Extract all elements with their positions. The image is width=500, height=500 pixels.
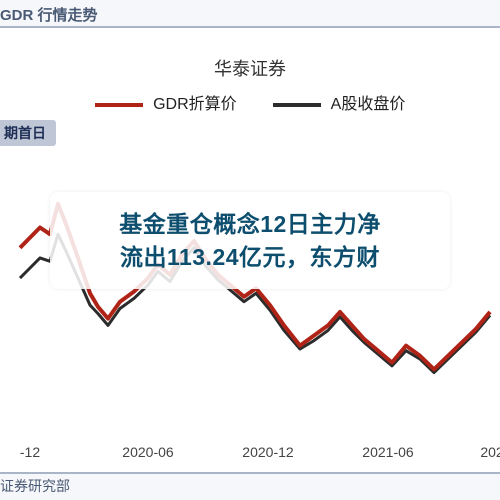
header-bar: GDR 行情走势 — [0, 0, 500, 28]
chart-title: 华泰证券 — [0, 55, 500, 81]
legend-swatch-b — [273, 103, 321, 107]
x-tick-label: 2020-06 — [122, 444, 173, 460]
overlay-text: 基金重仓概念12日主力净 流出113.24亿元，东方财 — [68, 208, 432, 273]
legend: GDR折算价 A股收盘价 — [0, 90, 500, 114]
legend-item-a: GDR折算价 — [95, 90, 237, 114]
x-tick-label: 202 — [480, 444, 500, 460]
legend-label-b: A股收盘价 — [331, 96, 406, 113]
x-axis-labels: -12 2020-06 2020-12 2021-06 202 — [0, 444, 500, 464]
x-tick-label: 2021-06 — [362, 444, 413, 460]
source-text: 证券研究部 — [0, 476, 70, 496]
x-tick-label: -12 — [20, 444, 40, 460]
header-title: GDR 行情走势 — [0, 4, 98, 25]
legend-label-a: GDR折算价 — [153, 96, 237, 113]
overlay-line1: 基金重仓概念12日主力净 — [119, 211, 381, 237]
legend-swatch-a — [95, 103, 143, 107]
overlay-box: 基金重仓概念12日主力净 流出113.24亿元，东方财 — [50, 192, 450, 289]
footer-bar: 证券研究部 — [0, 472, 500, 500]
chart-root: GDR 行情走势 华泰证券 GDR折算价 A股收盘价 期首日 基金重仓概念12日… — [0, 0, 500, 500]
x-tick-label: 2020-12 — [242, 444, 293, 460]
overlay-line2: 流出113.24亿元，东方财 — [120, 244, 380, 270]
left-annotation-tag: 期首日 — [0, 120, 56, 146]
legend-item-b: A股收盘价 — [273, 90, 405, 114]
